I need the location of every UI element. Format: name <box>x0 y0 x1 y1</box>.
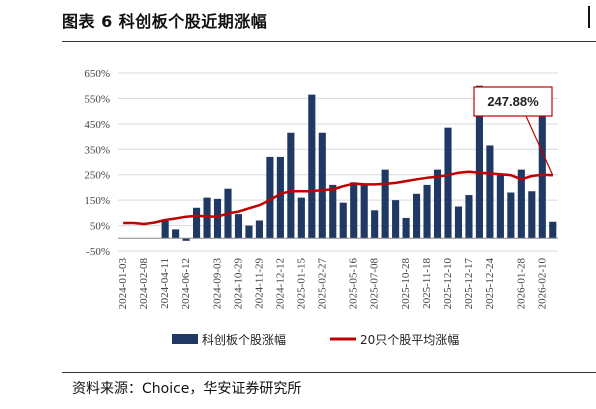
bar <box>381 169 389 239</box>
callout-box <box>473 86 553 117</box>
bar <box>203 197 211 239</box>
y-axis-labels: 650% 550% 450% 350% 250% 150% 50% -50% <box>84 68 110 258</box>
bar <box>371 210 379 239</box>
bar <box>423 184 431 239</box>
bar <box>193 207 201 239</box>
y-tick-label: -50% <box>86 246 110 258</box>
y-tick-label: 450% <box>84 119 110 131</box>
bar <box>496 174 504 239</box>
bar <box>308 94 316 239</box>
bar <box>360 184 368 239</box>
x-tick-label: 2024-09-03 <box>212 258 224 310</box>
callout-label: 247.88% <box>487 94 539 109</box>
x-tick-label: 2024-10-29 <box>232 258 244 310</box>
x-tick-label: 2024-11-29 <box>253 258 265 309</box>
x-tick-label: 2026-01-28 <box>515 258 527 310</box>
legend-bar-label: 科创板个股涨幅 <box>202 332 286 347</box>
bar <box>213 198 222 239</box>
x-tick-label: 2024-12-12 <box>274 258 286 309</box>
bar <box>329 184 337 239</box>
bottom-rule <box>62 372 596 373</box>
x-tick-label: 2025-02-27 <box>316 258 328 310</box>
x-axis-labels: 2024-01-03 2024-02-08 2024-04-11 2024-06-12… <box>117 258 548 310</box>
bar <box>528 191 536 239</box>
bar <box>297 197 305 239</box>
callout-leader <box>525 115 554 176</box>
average-line <box>123 170 553 226</box>
bar <box>276 156 284 239</box>
bar <box>234 214 243 239</box>
bar <box>433 169 442 239</box>
bar <box>255 220 263 239</box>
x-tick-label: 2025-12-24 <box>484 258 496 310</box>
x-tick-label: 2024-04-11 <box>159 258 171 309</box>
callout: 247.88% <box>473 86 554 176</box>
legend-bar-swatch <box>172 334 198 344</box>
bar <box>350 182 358 239</box>
chart: 650% 550% 450% 350% 250% 150% 50% -50% 2024-01-… <box>84 68 558 347</box>
bar <box>486 145 494 239</box>
bar <box>339 202 347 239</box>
figure-title: 图表 6 科创板个股近期涨幅 <box>62 12 268 31</box>
x-tick-label: 2024-02-08 <box>138 258 150 310</box>
bar <box>538 89 546 239</box>
y-tick-label: 550% <box>84 93 110 105</box>
x-tick-label: 2025-05-16 <box>348 258 360 310</box>
y-tick-label: 50% <box>90 221 110 233</box>
y-tick-label: 150% <box>84 195 110 207</box>
x-tick-label: 2025-12-10 <box>442 258 454 310</box>
bar <box>517 169 525 239</box>
y-tick-label: 650% <box>84 68 110 80</box>
bar <box>245 225 253 239</box>
bar <box>172 229 180 239</box>
x-tick-label: 2025-07-08 <box>369 258 381 310</box>
bar <box>392 200 400 239</box>
bar <box>475 85 483 239</box>
x-tick-label: 2025-11-18 <box>421 258 433 309</box>
y-tick-label: 350% <box>84 144 110 156</box>
x-tick-label: 2024-06-12 <box>180 258 192 309</box>
bar <box>182 238 190 241</box>
bar <box>161 220 169 239</box>
bar <box>318 132 326 239</box>
edge-mark <box>588 6 590 28</box>
source-note: 资料来源：Choice，华安证券研究所 <box>72 381 302 397</box>
legend-line-label: 20只个股平均涨幅 <box>360 332 459 347</box>
bar <box>287 132 295 239</box>
y-tick-label: 250% <box>84 170 110 182</box>
top-rule <box>62 41 596 42</box>
legend: 科创板个股涨幅 20只个股平均涨幅 <box>172 332 459 347</box>
x-tick-label: 2026-02-10 <box>536 258 548 310</box>
bar <box>507 192 515 239</box>
bar <box>402 217 410 239</box>
bar <box>465 195 473 239</box>
x-tick-label: 2024-01-03 <box>117 258 129 310</box>
bar <box>454 206 463 239</box>
x-tick-label: 2025-01-15 <box>295 258 307 310</box>
bar <box>549 221 557 239</box>
bar <box>444 127 452 239</box>
bar <box>266 156 274 239</box>
x-tick-label: 2025-10-28 <box>400 258 412 310</box>
x-tick-label: 2025-12-17 <box>463 258 475 310</box>
bar <box>413 193 421 239</box>
